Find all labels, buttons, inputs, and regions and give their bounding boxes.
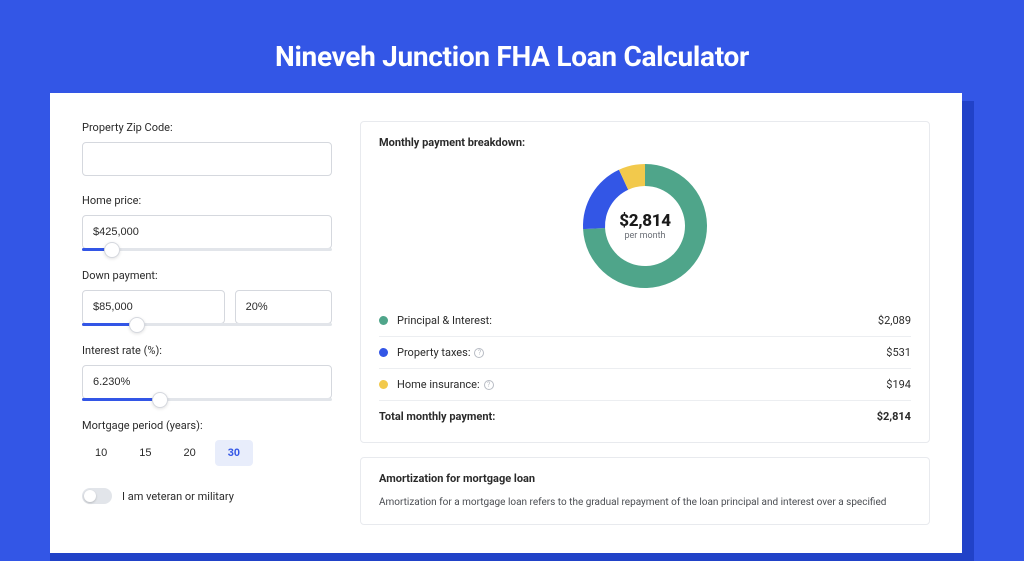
line-item-value: $2,089	[878, 314, 911, 327]
legend-dot	[379, 316, 388, 325]
period-option-20[interactable]: 20	[171, 440, 209, 466]
home-price-field: Home price:	[82, 194, 332, 251]
page-title: Nineveh Junction FHA Loan Calculator	[50, 40, 974, 73]
breakdown-title: Monthly payment breakdown:	[379, 136, 911, 149]
home-price-input[interactable]	[82, 215, 332, 249]
legend-dot	[379, 380, 388, 389]
card-shadow: Property Zip Code: Home price: Down paym…	[50, 101, 974, 561]
amortization-panel: Amortization for mortgage loan Amortizat…	[360, 457, 930, 525]
amortization-title: Amortization for mortgage loan	[379, 472, 911, 485]
interest-rate-label: Interest rate (%):	[82, 344, 332, 357]
donut-chart-wrap: $2,814 per month	[379, 161, 911, 291]
down-payment-amount-input[interactable]	[82, 290, 225, 324]
down-payment-field: Down payment:	[82, 269, 332, 326]
down-payment-slider[interactable]	[82, 323, 332, 326]
veteran-toggle-row: I am veteran or military	[82, 488, 332, 504]
down-payment-label: Down payment:	[82, 269, 332, 282]
home-price-slider[interactable]	[82, 248, 332, 251]
line-item-label: Principal & Interest:	[397, 314, 878, 327]
info-icon[interactable]: ?	[474, 348, 484, 358]
info-icon[interactable]: ?	[484, 380, 494, 390]
donut-chart: $2,814 per month	[580, 161, 710, 291]
breakdown-total-row: Total monthly payment:$2,814	[379, 400, 911, 432]
mortgage-period-field: Mortgage period (years): 1015 2030	[82, 419, 332, 466]
donut-center-value: $2,814	[619, 211, 671, 231]
period-option-30[interactable]: 30	[215, 440, 253, 466]
period-option-10[interactable]: 10	[82, 440, 120, 466]
donut-center: $2,814 per month	[606, 187, 684, 265]
line-item-label: Property taxes: ?	[397, 346, 886, 359]
veteran-toggle[interactable]	[82, 488, 112, 504]
zip-code-label: Property Zip Code:	[82, 121, 332, 134]
home-price-label: Home price:	[82, 194, 332, 207]
zip-code-input[interactable]	[82, 142, 332, 176]
breakdown-line-item: Principal & Interest:$2,089	[379, 305, 911, 336]
total-label: Total monthly payment:	[379, 410, 877, 423]
inputs-column: Property Zip Code: Home price: Down paym…	[82, 121, 332, 525]
interest-rate-input[interactable]	[82, 365, 332, 399]
calculator-card: Property Zip Code: Home price: Down paym…	[50, 93, 962, 553]
line-item-value: $531	[886, 346, 911, 359]
total-value: $2,814	[877, 410, 911, 423]
breakdown-column: Monthly payment breakdown: $2,814 per mo…	[360, 121, 930, 525]
veteran-toggle-label: I am veteran or military	[122, 490, 234, 503]
donut-center-sub: per month	[624, 231, 665, 241]
interest-rate-field: Interest rate (%):	[82, 344, 332, 401]
legend-dot	[379, 348, 388, 357]
line-item-label: Home insurance: ?	[397, 378, 886, 391]
breakdown-panel: Monthly payment breakdown: $2,814 per mo…	[360, 121, 930, 443]
period-option-15[interactable]: 15	[126, 440, 164, 466]
amortization-text: Amortization for a mortgage loan refers …	[379, 495, 911, 510]
down-payment-percent-input[interactable]	[235, 290, 332, 324]
breakdown-line-item: Home insurance: ?$194	[379, 368, 911, 400]
breakdown-line-item: Property taxes: ?$531	[379, 336, 911, 368]
mortgage-period-label: Mortgage period (years):	[82, 419, 332, 432]
interest-rate-slider[interactable]	[82, 398, 332, 401]
zip-code-field: Property Zip Code:	[82, 121, 332, 176]
line-item-value: $194	[886, 378, 911, 391]
